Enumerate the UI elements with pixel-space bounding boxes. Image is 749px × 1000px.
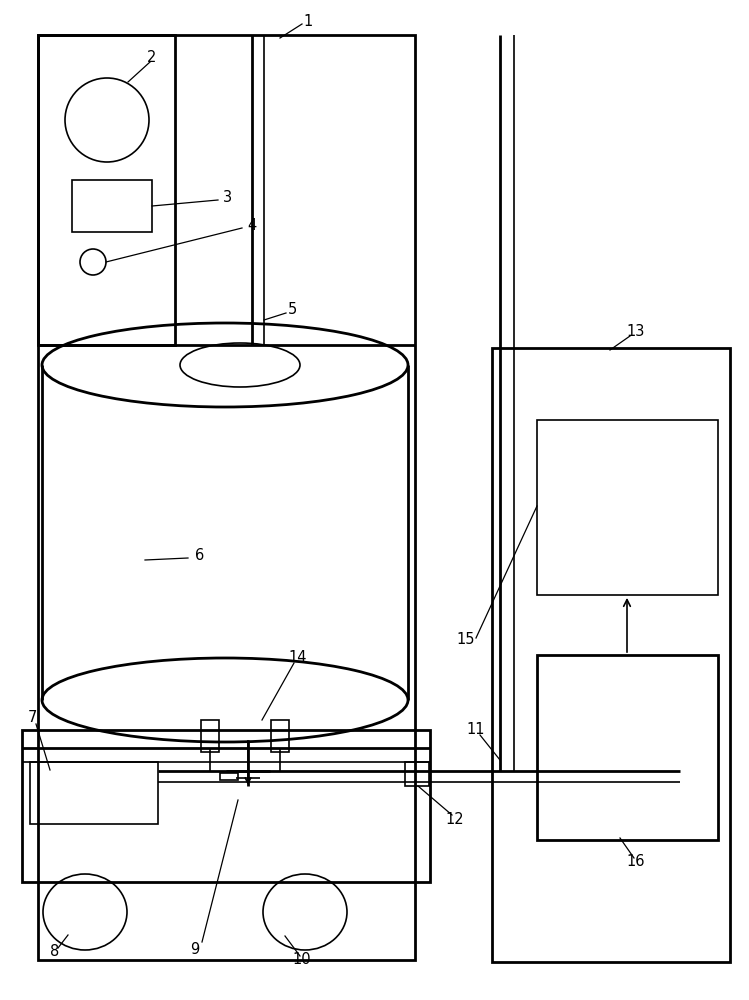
Bar xyxy=(220,773,238,780)
Text: 11: 11 xyxy=(467,722,485,738)
Bar xyxy=(405,762,429,786)
Text: 10: 10 xyxy=(293,952,312,968)
Text: 7: 7 xyxy=(27,710,37,726)
Text: 5: 5 xyxy=(288,302,297,318)
Bar xyxy=(537,420,718,595)
Bar xyxy=(201,720,219,752)
Text: 3: 3 xyxy=(223,190,232,205)
Text: 9: 9 xyxy=(190,942,200,958)
Text: 12: 12 xyxy=(446,812,464,828)
Text: 6: 6 xyxy=(195,548,204,564)
Bar xyxy=(38,35,175,345)
Text: 4: 4 xyxy=(247,219,257,233)
Text: 2: 2 xyxy=(148,50,157,66)
Text: 14: 14 xyxy=(289,650,307,666)
Bar xyxy=(22,730,430,882)
Bar xyxy=(38,35,415,960)
Text: 15: 15 xyxy=(457,633,476,648)
Bar xyxy=(537,655,718,840)
Text: 16: 16 xyxy=(627,854,645,869)
Bar xyxy=(492,348,730,962)
Text: 1: 1 xyxy=(303,14,312,29)
Text: 8: 8 xyxy=(50,944,60,960)
Bar xyxy=(271,720,289,752)
Bar xyxy=(30,762,158,824)
Bar xyxy=(72,180,152,232)
Text: 13: 13 xyxy=(627,324,645,340)
